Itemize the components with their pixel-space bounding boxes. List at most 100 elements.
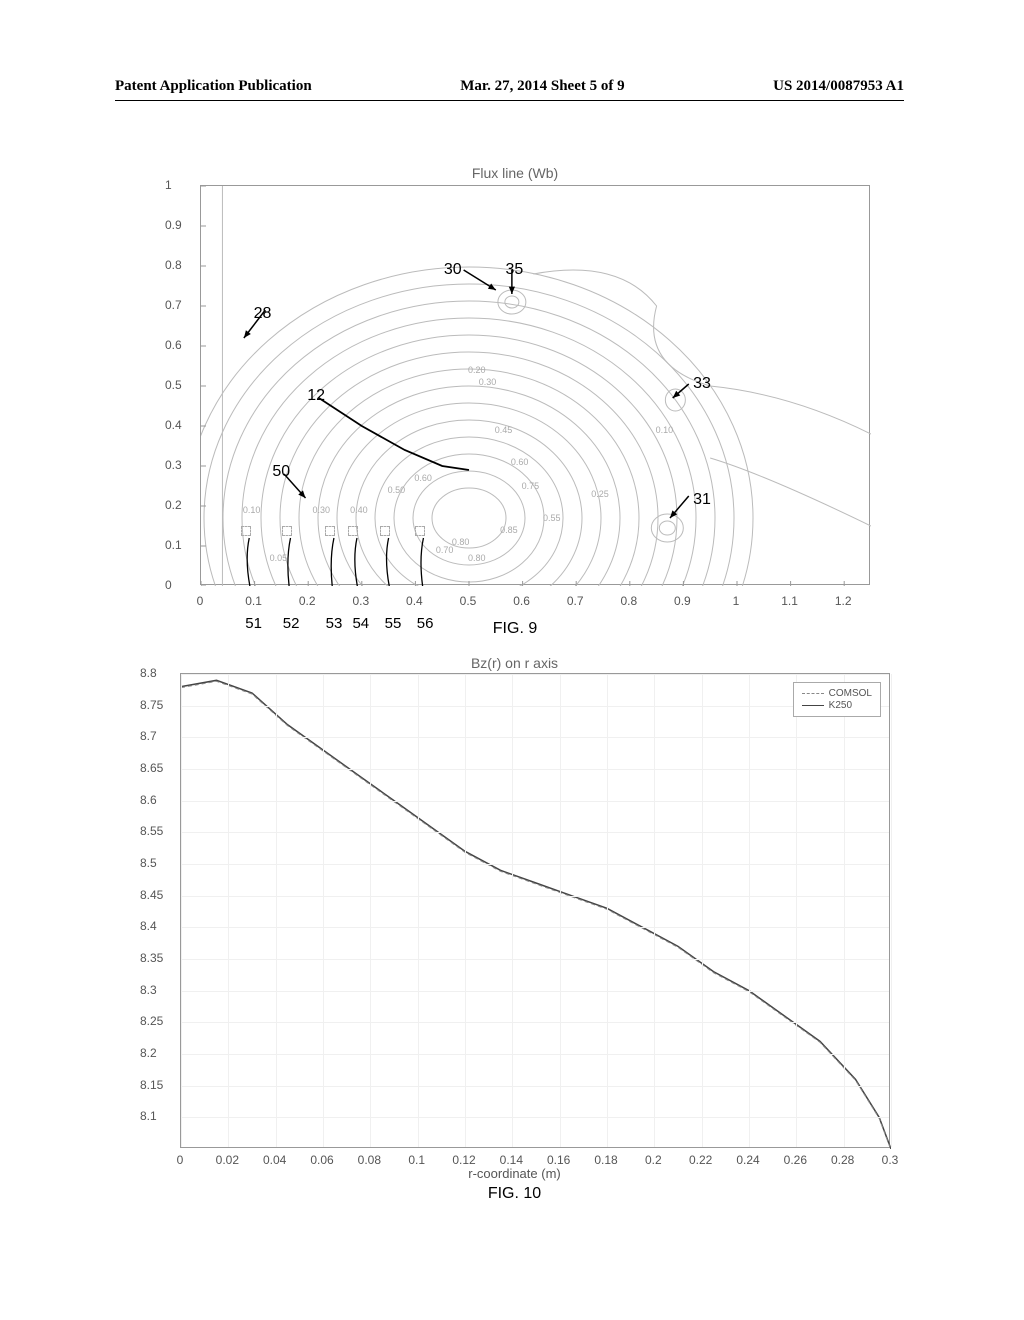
figure-10: Bz(r) on r axis COMSOL K250 8.18.158.28.… (132, 655, 897, 1195)
fig10-ytick: 8.4 (140, 919, 157, 933)
fig9-annotation: 35 (506, 261, 524, 279)
fig9-title: Flux line (Wb) (472, 165, 558, 181)
fig10-xtick: 0.06 (310, 1153, 333, 1167)
fig9-xtick: 1.2 (835, 594, 852, 608)
fig10-ytick: 8.6 (140, 793, 157, 807)
page-header: Patent Application Publication Mar. 27, … (0, 78, 1024, 95)
fig10-xtick: 0.14 (500, 1153, 523, 1167)
fig10-ytick: 8.2 (140, 1046, 157, 1060)
fig10-ytick: 8.15 (140, 1078, 163, 1092)
legend-swatch-1 (802, 693, 824, 694)
fig9-xtick: 0.5 (460, 594, 477, 608)
fig10-caption: FIG. 10 (488, 1185, 541, 1203)
coil-marker-box (325, 526, 335, 536)
header-rule (115, 100, 904, 101)
fig9-ytick: 0.4 (165, 418, 182, 432)
fig9-ytick: 0.6 (165, 338, 182, 352)
fig9-ytick: 0.3 (165, 458, 182, 472)
fig9-xtick: 0.4 (406, 594, 423, 608)
coil-marker-box (241, 526, 251, 536)
legend-row-1: COMSOL (802, 688, 872, 699)
fig9-ref-number: 55 (385, 615, 402, 632)
legend-label-2: K250 (829, 700, 852, 711)
fig10-ytick: 8.3 (140, 983, 157, 997)
contour-value-label: 0.50 (388, 485, 406, 495)
fig10-ytick: 8.65 (140, 761, 163, 775)
contour-value-label: 0.75 (522, 481, 540, 491)
fig9-xtick: 0.9 (674, 594, 691, 608)
fig9-ref-number: 56 (417, 615, 434, 632)
fig10-xtick: 0 (177, 1153, 184, 1167)
legend-row-2: K250 (802, 700, 872, 711)
header-right: US 2014/0087953 A1 (773, 78, 904, 95)
fig9-ytick: 0.5 (165, 378, 182, 392)
contour-value-label: 0.20 (468, 365, 486, 375)
fig9-ytick: 0 (165, 578, 172, 592)
fig10-title: Bz(r) on r axis (471, 655, 558, 671)
fig10-ytick: 8.25 (140, 1014, 163, 1028)
fig9-xtick: 1 (733, 594, 740, 608)
fig10-xtick: 0.3 (882, 1153, 899, 1167)
fig10-svg (181, 674, 891, 1149)
contour-value-label: 0.60 (414, 473, 432, 483)
fig9-xtick: 0.6 (513, 594, 530, 608)
header-center: Mar. 27, 2014 Sheet 5 of 9 (460, 78, 624, 95)
contour-value-label: 0.10 (243, 505, 261, 515)
fig9-ytick: 0.9 (165, 218, 182, 232)
fig10-plot-area: COMSOL K250 (180, 673, 890, 1148)
fig10-x-axis-title: r-coordinate (m) (468, 1166, 560, 1181)
fig10-ytick: 8.7 (140, 729, 157, 743)
contour-value-label: 0.45 (495, 425, 513, 435)
fig9-xtick: 0.2 (299, 594, 316, 608)
fig9-ytick: 0.2 (165, 498, 182, 512)
fig10-ytick: 8.35 (140, 951, 163, 965)
fig10-ytick: 8.55 (140, 824, 163, 838)
fig10-xtick: 0.2 (645, 1153, 662, 1167)
fig9-annotation: 12 (307, 387, 325, 405)
contour-value-label: 0.10 (656, 425, 674, 435)
fig10-ytick: 8.45 (140, 888, 163, 902)
fig9-annotation: 33 (693, 375, 711, 393)
fig10-xtick: 0.28 (831, 1153, 854, 1167)
fig10-xtick: 0.12 (452, 1153, 475, 1167)
fig9-annotation: 50 (272, 463, 290, 481)
contour-value-label: 0.80 (468, 553, 486, 563)
fig9-xtick: 0 (197, 594, 204, 608)
contour-value-label: 0.25 (591, 489, 609, 499)
contour-value-label: 0.60 (511, 457, 529, 467)
fig9-xtick: 1.1 (781, 594, 798, 608)
fig9-caption: FIG. 9 (493, 620, 537, 638)
legend-label-1: COMSOL (829, 688, 872, 699)
fig9-xtick: 0.7 (567, 594, 584, 608)
contour-value-label: 0.05 (270, 553, 288, 563)
fig9-plot-area (200, 185, 870, 585)
contour-value-label: 0.80 (452, 537, 470, 547)
fig10-xtick: 0.22 (689, 1153, 712, 1167)
fig10-xtick: 0.1 (408, 1153, 425, 1167)
fig9-annotation: 30 (444, 261, 462, 279)
fig9-ytick: 0.7 (165, 298, 182, 312)
coil-marker-box (282, 526, 292, 536)
fig9-ref-number: 52 (283, 615, 300, 632)
contour-value-label: 0.30 (313, 505, 331, 515)
header-left: Patent Application Publication (115, 78, 312, 95)
contour-value-label: 0.30 (479, 377, 497, 387)
fig10-xtick: 0.08 (358, 1153, 381, 1167)
fig10-xtick: 0.16 (547, 1153, 570, 1167)
contour-value-label: 0.85 (500, 525, 518, 535)
fig10-xtick: 0.04 (263, 1153, 286, 1167)
figure-9: Flux line (Wb) 0 0.1 0.2 0.3 0.4 0.5 0.6 0.7 0.8… (145, 165, 885, 630)
fig9-annotation: 28 (254, 305, 272, 323)
fig10-ytick: 8.8 (140, 666, 157, 680)
fig9-ref-number: 53 (326, 615, 343, 632)
contour-value-label: 0.40 (350, 505, 368, 515)
fig10-ytick: 8.75 (140, 698, 163, 712)
fig10-legend: COMSOL K250 (793, 682, 881, 717)
coil-marker-box (415, 526, 425, 536)
fig10-xtick: 0.24 (736, 1153, 759, 1167)
fig10-ytick: 8.5 (140, 856, 157, 870)
fig9-ytick: 0.1 (165, 538, 182, 552)
contour-value-label: 0.70 (436, 545, 454, 555)
legend-swatch-2 (802, 705, 824, 706)
fig10-xtick: 0.18 (594, 1153, 617, 1167)
